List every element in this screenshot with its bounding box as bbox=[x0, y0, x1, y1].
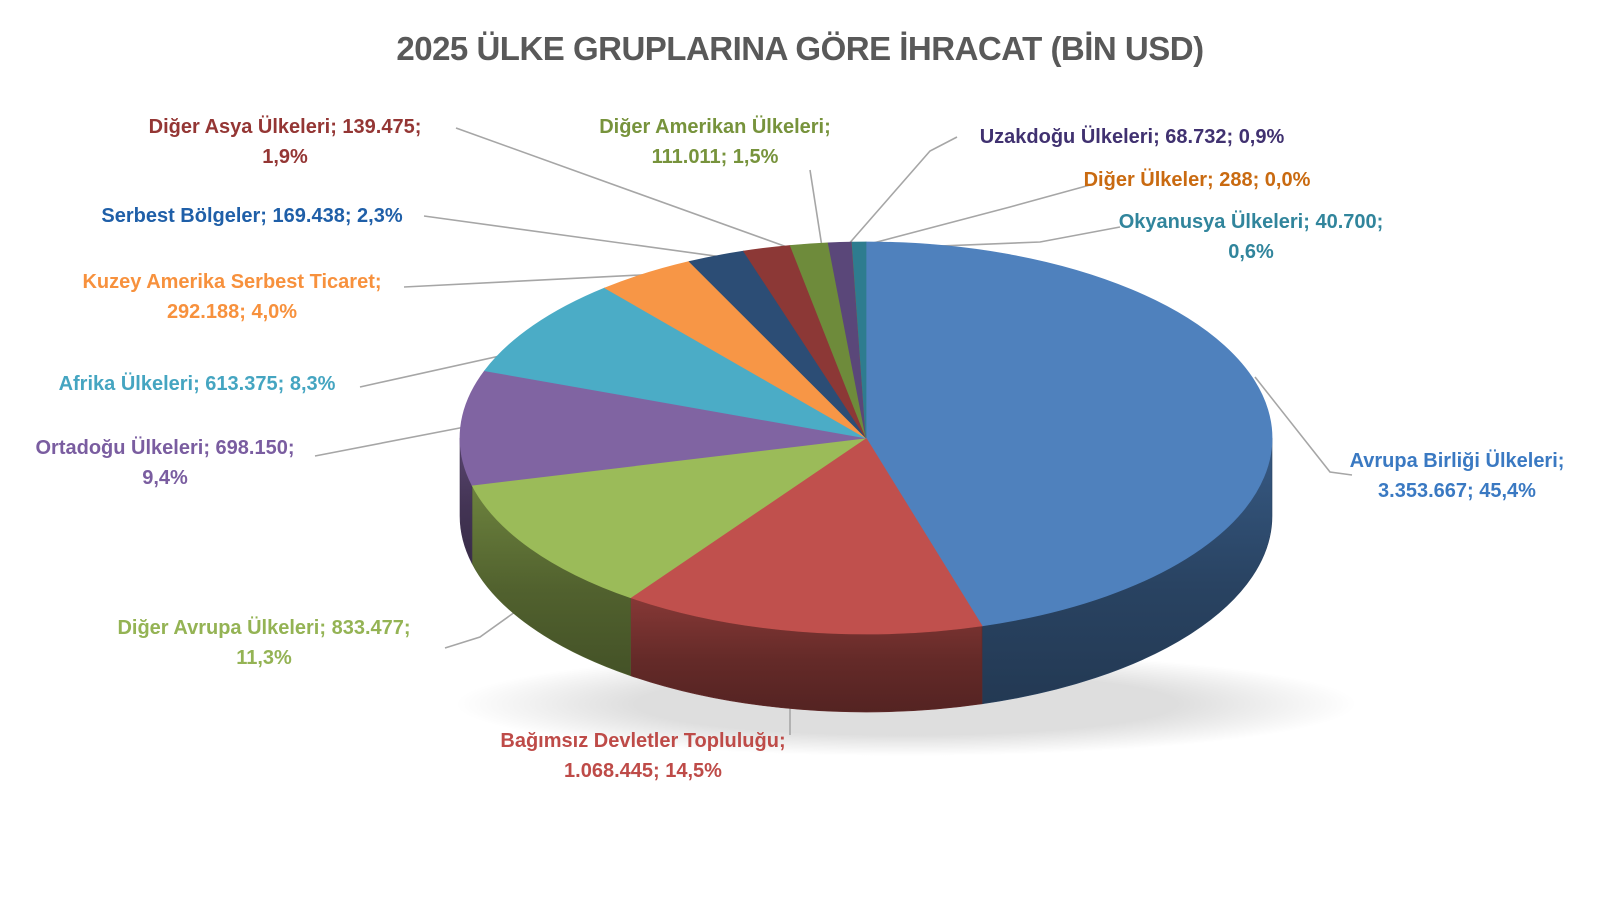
slice-label-okyanusya: Okyanusya Ülkeleri; 40.700; 0,6% bbox=[1118, 211, 1384, 263]
leader-line-uzakdogu bbox=[846, 136, 958, 247]
leader-line-ortadogu bbox=[314, 425, 471, 457]
pie-slice-diger_avrupa bbox=[471, 437, 867, 599]
leader-line-diger_ulkeler bbox=[857, 184, 1091, 248]
pie-slice-okyanusya bbox=[851, 241, 867, 439]
slice-label-diger_amerikan: Diğer Amerikan Ülkeleri; 111.011; 1,5% bbox=[599, 116, 831, 168]
pie-slice-bagimsiz bbox=[629, 437, 983, 635]
leader-line-serbest_bolgeler bbox=[423, 215, 738, 260]
leader-line-diger_amerikan bbox=[809, 169, 823, 248]
pie-slice-avrupa_birligi bbox=[865, 241, 1273, 627]
slice-label-bagimsiz: Bağımsız Devletler Topluluğu; 1.068.445;… bbox=[500, 730, 786, 782]
leader-line-diger_asya bbox=[455, 127, 788, 248]
slice-label-serbest_bolgeler: Serbest Bölgeler; 169.438; 2,3% bbox=[101, 205, 403, 227]
chart-title: 2025 ÜLKE GRUPLARINA GÖRE İHRACAT (BİN U… bbox=[396, 30, 1204, 68]
pie-slice-afrika bbox=[483, 287, 867, 439]
slice-label-avrupa_birligi: Avrupa Birliği Ülkeleri; 3.353.667; 45,4… bbox=[1349, 450, 1565, 502]
slice-label-diger_ulkeler: Diğer Ülkeler; 288; 0,0% bbox=[1083, 169, 1311, 191]
slice-label-uzakdogu: Uzakdoğu Ülkeleri; 68.732; 0,9% bbox=[979, 126, 1285, 148]
leader-line-kuzey_amerika bbox=[403, 272, 681, 288]
slice-label-ortadogu: Ortadoğu Ülkeleri; 698.150; 9,4% bbox=[35, 437, 295, 489]
slice-label-kuzey_amerika: Kuzey Amerika Serbest Ticaret; 292.188; … bbox=[82, 271, 382, 323]
slice-label-afrika: Afrika Ülkeleri; 613.375; 8,3% bbox=[58, 373, 336, 395]
leader-line-avrupa_birligi bbox=[1254, 376, 1353, 476]
pie-slice-ortadogu bbox=[459, 370, 867, 486]
slice-label-diger_asya: Diğer Asya Ülkeleri; 139.475; 1,9% bbox=[148, 116, 422, 168]
slice-label-diger_avrupa: Diğer Avrupa Ülkeleri; 833.477; 11,3% bbox=[117, 617, 411, 669]
